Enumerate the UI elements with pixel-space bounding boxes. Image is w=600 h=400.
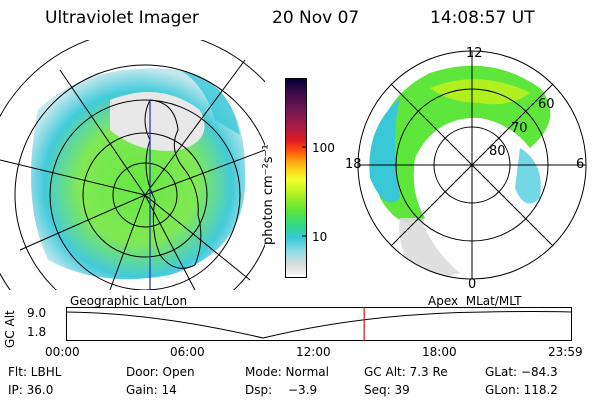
timeline-x-tick-1800: 18:00 [422,345,457,359]
instrument-title: Ultraviolet Imager [45,8,199,28]
timeline-x-tick-0000: 00:00 [45,345,80,359]
mlt-label-0: 0 [468,277,477,292]
geographic-caption: Geographic Lat/Lon [70,294,188,308]
status-dsp-value: −3.9 [288,383,318,397]
mlat-label-60: 60 [538,97,555,112]
status-gain: Gain: 14 [126,383,177,397]
date-label: 20 Nov 07 [272,8,360,28]
mlt-label-6: 6 [576,157,585,172]
color-scale-bar [285,78,307,278]
timeline-x-tick-2359: 23:59 [548,345,583,359]
timeline-y-tick-low: 1.8 [27,325,47,339]
status-door: Door: Open [126,365,195,379]
apex-caption: Apex MLat/MLT [428,294,522,308]
status-filter: Flt: LBHL [8,365,62,379]
status-glat: GLat: −84.3 [485,365,558,379]
status-seq: Seq: 39 [364,383,410,397]
geographic-image [0,40,265,290]
colorbar-unit-label: photon cm⁻²s⁻¹ [261,144,276,245]
gc-alt-timeline [66,307,572,341]
mlat-mlt-polar-image [357,50,587,280]
status-gc-alt: GC Alt: 7.3 Re [364,365,448,379]
colorbar-tick-10: 10 [312,230,328,244]
mlat-label-80: 80 [489,144,506,159]
mlt-label-12: 12 [466,46,483,61]
mlat-label-70: 70 [511,121,528,136]
time-label: 14:08:57 UT [430,8,535,28]
status-dsp-label: Dsp: [245,383,273,397]
timeline-x-tick-0600: 06:00 [170,345,205,359]
timeline-y-tick-high: 9.0 [27,306,47,320]
timeline-axis-label: GC Alt [3,310,17,348]
timeline-x-tick-1200: 12:00 [296,345,331,359]
mlt-label-18: 18 [345,157,362,172]
status-ip: IP: 36.0 [8,383,54,397]
status-glon: GLon: 118.2 [485,383,558,397]
colorbar-tick-100: 100 [312,141,335,155]
status-mode: Mode: Normal [245,365,329,379]
